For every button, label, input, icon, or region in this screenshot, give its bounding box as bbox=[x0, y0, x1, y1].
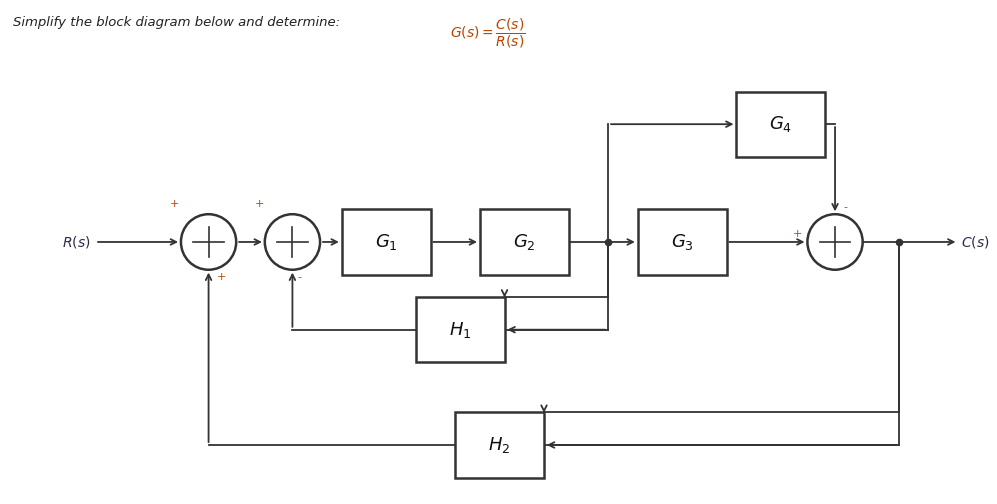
FancyBboxPatch shape bbox=[480, 209, 568, 275]
Text: $G_{3}$: $G_{3}$ bbox=[671, 232, 694, 252]
Text: $C(s)$: $C(s)$ bbox=[961, 234, 990, 250]
FancyBboxPatch shape bbox=[456, 412, 544, 478]
FancyBboxPatch shape bbox=[342, 209, 431, 275]
Text: +: + bbox=[255, 199, 264, 209]
Text: -: - bbox=[843, 202, 847, 212]
Text: $R(s)$: $R(s)$ bbox=[62, 234, 90, 250]
Ellipse shape bbox=[808, 214, 862, 270]
Ellipse shape bbox=[265, 214, 320, 270]
Text: +: + bbox=[793, 229, 803, 239]
Ellipse shape bbox=[180, 214, 236, 270]
Text: Simplify the block diagram below and determine:: Simplify the block diagram below and det… bbox=[13, 17, 340, 29]
FancyBboxPatch shape bbox=[638, 209, 727, 275]
FancyBboxPatch shape bbox=[737, 92, 826, 157]
Text: -: - bbox=[298, 272, 302, 282]
Text: +: + bbox=[169, 199, 178, 209]
Text: $G_{1}$: $G_{1}$ bbox=[375, 232, 398, 252]
Text: $H_{2}$: $H_{2}$ bbox=[489, 435, 510, 455]
Text: $G_{4}$: $G_{4}$ bbox=[769, 114, 793, 134]
Text: $G(s) = \dfrac{C(s)}{R(s)}$: $G(s) = \dfrac{C(s)}{R(s)}$ bbox=[451, 17, 525, 50]
Text: $G_{2}$: $G_{2}$ bbox=[512, 232, 535, 252]
FancyBboxPatch shape bbox=[416, 297, 504, 362]
Text: +: + bbox=[217, 272, 226, 282]
Text: $H_{1}$: $H_{1}$ bbox=[449, 320, 472, 340]
